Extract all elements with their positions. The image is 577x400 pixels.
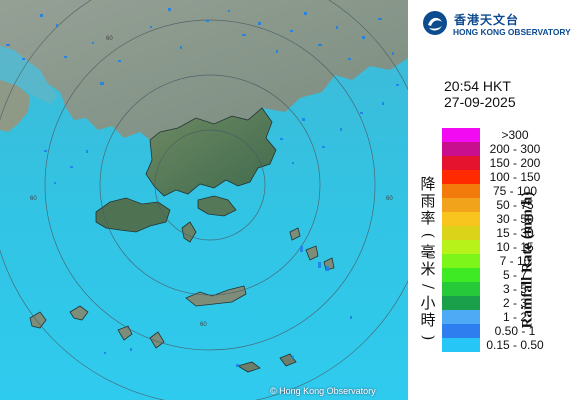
legend-title-chinese-char: 率 (420, 209, 436, 227)
legend-row: 10 - 15 (442, 240, 572, 254)
legend-row: 200 - 300 (442, 142, 572, 156)
legend-title-chinese-char: 毫 (420, 243, 436, 261)
legend-row: 0.15 - 0.50 (442, 338, 572, 352)
legend-row: >300 (442, 128, 572, 142)
radar-time: 20:54 HKT (444, 78, 511, 94)
legend-label: 7 - 10 (499, 254, 531, 268)
legend-row: 150 - 200 (442, 156, 572, 170)
legend-row: 100 - 150 (442, 170, 572, 184)
legend-row: 5 - 7 (442, 268, 572, 282)
legend-swatch (442, 184, 480, 198)
legend-label: 0.15 - 0.50 (486, 338, 544, 352)
legend-swatch (442, 170, 480, 184)
legend-label: 1 - 2 (502, 310, 527, 324)
range-ring-label: 60 (106, 36, 113, 42)
legend-swatch (442, 338, 480, 352)
eastern-islands (289, 227, 335, 271)
legend-label: 3 - 5 (502, 282, 527, 296)
pearl-river-water (0, 46, 58, 104)
range-rings (0, 0, 408, 400)
southern-islands (237, 353, 297, 373)
legend-swatch (442, 212, 480, 226)
legend-row: 2 - 3 (442, 296, 572, 310)
legend-swatch (442, 128, 480, 142)
legend-title-english-wrapper: Rainfall Rate (mm/h) (520, 160, 536, 360)
radar-date: 27-09-2025 (444, 94, 516, 110)
legend-title-chinese-char: 時 (420, 311, 436, 329)
legend-row: 7 - 10 (442, 254, 572, 268)
legend-swatch (442, 198, 480, 212)
range-ring-label: 60 (200, 322, 207, 328)
mainland-landmass (0, 0, 408, 140)
legend-label: 150 - 200 (489, 156, 541, 170)
western-landmass (0, 80, 30, 132)
logo-english-name: HONG KONG OBSERVATORY (453, 27, 571, 37)
legend-swatch (442, 226, 480, 240)
legend-title-chinese: 降雨率 ( 毫米 / 小時) (418, 176, 438, 346)
logo-chinese-name: 香港天文台 (454, 13, 520, 27)
legend-label: 100 - 150 (489, 170, 541, 184)
range-ring-label: 60 (386, 196, 393, 202)
legend-row: 0.50 - 1 (442, 324, 572, 338)
hko-logo: 香港天文台 HONG KONG OBSERVATORY (416, 8, 576, 38)
hko-logo-icon (423, 11, 447, 35)
legend-title-chinese-char: 米 (420, 260, 436, 278)
radar-map: 60 60 60 60 (0, 0, 408, 400)
legend-swatch (442, 254, 480, 268)
legend-row: 1 - 2 (442, 310, 572, 324)
wanshan-islands (29, 305, 165, 349)
legend-title-chinese-char: 雨 (420, 192, 436, 210)
legend-row: 75 - 100 (442, 184, 572, 198)
legend-row: 50 - 75 (442, 198, 572, 212)
legend-swatch (442, 310, 480, 324)
legend-label: 75 - 100 (492, 184, 538, 198)
legend-panel: 香港天文台 HONG KONG OBSERVATORY 20:54 HKT 27… (408, 0, 577, 400)
hong-kong-island (197, 195, 237, 217)
legend-swatch (442, 142, 480, 156)
legend-swatch (442, 324, 480, 338)
lantau-island (95, 197, 171, 233)
legend-label: 10 - 15 (496, 240, 534, 254)
legend-label: 200 - 300 (489, 142, 541, 156)
range-ring-label: 60 (30, 196, 37, 202)
legend-swatch (442, 282, 480, 296)
legend-row: 3 - 5 (442, 282, 572, 296)
legend-row: 15 - 30 (442, 226, 572, 240)
hong-kong-new-territories (145, 107, 277, 197)
copyright-notice: © Hong Kong Observatory (270, 386, 376, 396)
legend-title-chinese-char: 降 (420, 175, 436, 193)
legend-title-chinese-char: ( (419, 232, 438, 239)
legend-swatch (442, 240, 480, 254)
legend-label: 30 - 50 (496, 212, 534, 226)
legend-label: 50 - 75 (496, 198, 534, 212)
legend-title-chinese-char: ) (419, 334, 438, 341)
legend-label: 2 - 3 (502, 296, 527, 310)
legend-swatch (442, 296, 480, 310)
legend-swatch (442, 268, 480, 282)
lema-islands (185, 285, 247, 307)
legend-title-chinese-char: 小 (420, 294, 436, 312)
legend-label: 0.50 - 1 (494, 324, 536, 338)
legend-label: 15 - 30 (496, 226, 534, 240)
rain-echoes (6, 8, 399, 367)
legend-label: 5 - 7 (502, 268, 527, 282)
legend-title-english: Rainfall Rate (mm/h) (519, 191, 536, 329)
legend-label: >300 (501, 128, 529, 142)
range-ring-labels: 60 60 60 60 (30, 36, 393, 328)
legend-title-chinese-char: / (419, 283, 438, 290)
legend-row: 30 - 50 (442, 212, 572, 226)
legend-swatch (442, 156, 480, 170)
